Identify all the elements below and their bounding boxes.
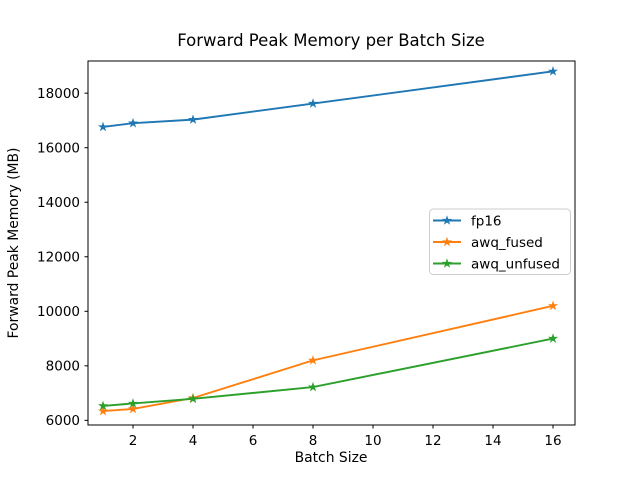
series-line-awq_fused <box>102 304 554 413</box>
data-point-star-fp16 <box>187 114 199 124</box>
x-tick-label: 10 <box>364 433 381 449</box>
y-tick-label: 12000 <box>37 250 80 266</box>
y-axis-label: Forward Peak Memory (MB) <box>6 148 22 339</box>
legend-label-awq_unfused: awq_unfused <box>471 256 560 272</box>
data-point-star-awq_fused <box>127 403 139 414</box>
data-point-star-fp16 <box>97 121 109 132</box>
x-tick-label: 16 <box>544 433 561 449</box>
x-axis-label: Batch Size <box>295 450 368 466</box>
chart-title: Forward Peak Memory per Batch Size <box>177 31 485 50</box>
y-tick-label: 10000 <box>37 304 80 320</box>
y-tick-label: 16000 <box>37 141 80 157</box>
legend-label-fp16: fp16 <box>471 213 502 229</box>
legend-box <box>429 208 571 275</box>
data-point-star-awq_unfused <box>127 398 139 408</box>
data-point-star-awq_fused <box>97 405 109 416</box>
y-tick-label: 6000 <box>46 413 80 429</box>
series-line-fp16 <box>102 70 554 128</box>
series-line-awq_unfused <box>102 337 554 407</box>
data-point-star-fp16 <box>127 117 139 128</box>
data-point-star-awq_unfused <box>547 333 559 343</box>
x-tick-label: 6 <box>249 433 258 449</box>
data-point-star-awq_unfused <box>307 381 319 392</box>
axes-spines <box>87 60 576 426</box>
y-tick-label: 14000 <box>37 195 80 211</box>
data-point-star-fp16 <box>307 98 319 108</box>
plot-area: 2 4 6 8 10 12 14 16 6000 8000 10000 12000 14000 16000… <box>37 60 576 449</box>
data-point-star-awq_fused <box>307 355 319 365</box>
data-point-star-awq_unfused <box>97 400 109 411</box>
legend-star-awq_fused <box>441 236 453 247</box>
legend-star-awq_unfused <box>441 258 453 268</box>
x-tick-label: 4 <box>189 433 198 449</box>
x-tick-label: 12 <box>424 433 441 449</box>
x-tick-label: 8 <box>309 433 318 449</box>
legend-label-awq_fused: awq_fused <box>471 235 543 251</box>
data-point-star-fp16 <box>547 66 559 76</box>
y-tick-label: 8000 <box>46 359 80 375</box>
y-tick-label: 18000 <box>37 86 80 102</box>
data-point-star-awq_fused <box>547 300 559 311</box>
legend-star-fp16 <box>441 215 453 225</box>
x-tick-label: 14 <box>484 433 501 449</box>
x-tick-label: 2 <box>129 433 138 449</box>
data-point-star-awq_unfused <box>187 393 199 404</box>
legend: fp16 awq_fused awq_unfused <box>429 208 571 275</box>
